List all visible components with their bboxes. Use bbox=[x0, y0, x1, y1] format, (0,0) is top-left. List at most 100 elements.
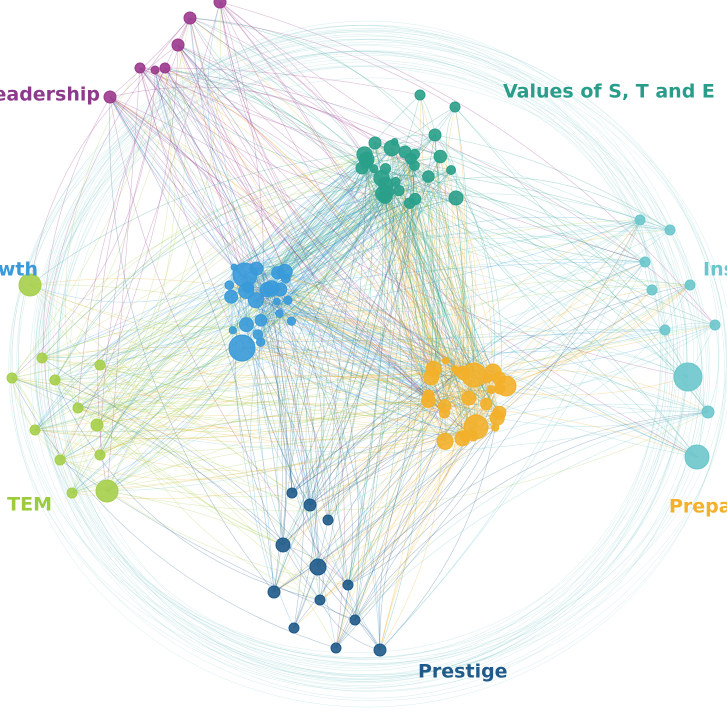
edge bbox=[440, 156, 502, 389]
edge bbox=[11, 377, 469, 421]
edge bbox=[279, 313, 709, 427]
edge bbox=[230, 296, 463, 439]
edge bbox=[77, 268, 257, 409]
edge bbox=[96, 351, 464, 426]
edge bbox=[11, 377, 356, 621]
preparation-label: Prepa bbox=[669, 496, 727, 518]
edge bbox=[309, 372, 464, 506]
node bbox=[330, 642, 342, 654]
edge bbox=[291, 373, 435, 494]
edge bbox=[276, 301, 435, 374]
edge bbox=[11, 67, 166, 379]
edge bbox=[154, 69, 246, 276]
edge bbox=[96, 424, 284, 546]
edge bbox=[347, 154, 415, 586]
edge bbox=[285, 278, 381, 651]
edge bbox=[276, 301, 429, 401]
edge bbox=[287, 219, 641, 301]
edge bbox=[54, 310, 689, 381]
edge bbox=[379, 427, 496, 651]
edge bbox=[505, 219, 641, 387]
edge bbox=[280, 202, 411, 290]
edge bbox=[234, 193, 671, 268]
edge bbox=[109, 86, 392, 149]
node bbox=[247, 292, 264, 309]
edge bbox=[96, 219, 641, 426]
edge bbox=[271, 288, 474, 437]
edge bbox=[59, 436, 474, 498]
edge bbox=[335, 370, 458, 649]
edge bbox=[385, 168, 671, 231]
edge bbox=[59, 347, 243, 461]
edge bbox=[473, 284, 691, 376]
edge bbox=[245, 290, 429, 401]
edge bbox=[309, 158, 412, 601]
edge bbox=[11, 368, 434, 405]
edge bbox=[244, 274, 698, 458]
edge bbox=[11, 355, 429, 396]
edge bbox=[279, 289, 322, 506]
edge bbox=[293, 519, 329, 629]
outer-arc bbox=[33, 51, 678, 654]
edge bbox=[285, 278, 445, 414]
edge bbox=[189, 17, 278, 273]
edge bbox=[154, 69, 445, 414]
edge bbox=[444, 405, 698, 458]
edge bbox=[77, 301, 278, 409]
edge bbox=[99, 364, 329, 521]
edge bbox=[189, 17, 441, 157]
edge bbox=[232, 330, 445, 407]
node bbox=[684, 279, 696, 291]
edge bbox=[285, 278, 470, 399]
edge bbox=[77, 261, 646, 409]
edge bbox=[11, 377, 337, 649]
edge bbox=[54, 287, 249, 381]
edge bbox=[244, 274, 311, 506]
edge bbox=[279, 313, 381, 651]
edge bbox=[255, 299, 429, 401]
edge bbox=[428, 284, 691, 396]
edge bbox=[291, 203, 411, 322]
edge bbox=[277, 278, 381, 651]
edge bbox=[106, 181, 396, 492]
edge bbox=[354, 154, 415, 621]
node bbox=[437, 399, 452, 413]
edge bbox=[414, 198, 646, 263]
edge bbox=[277, 219, 641, 292]
edge bbox=[246, 318, 488, 379]
edge bbox=[234, 169, 452, 268]
edge bbox=[285, 159, 367, 279]
edge bbox=[279, 313, 470, 399]
edge bbox=[189, 17, 457, 199]
edge bbox=[59, 397, 469, 461]
edge bbox=[409, 202, 496, 428]
edge bbox=[106, 184, 386, 492]
edge bbox=[106, 272, 279, 492]
edge bbox=[327, 162, 372, 521]
node bbox=[390, 176, 401, 187]
edge bbox=[319, 388, 500, 601]
edge bbox=[177, 44, 360, 621]
edge bbox=[41, 266, 235, 359]
edge bbox=[234, 266, 447, 361]
node bbox=[90, 418, 104, 432]
edge bbox=[11, 377, 445, 407]
edge bbox=[347, 203, 426, 586]
edge bbox=[189, 17, 386, 197]
edge bbox=[29, 284, 292, 328]
edge bbox=[256, 268, 293, 494]
edge bbox=[41, 357, 435, 385]
node bbox=[480, 397, 493, 411]
edge bbox=[414, 198, 716, 326]
edge bbox=[77, 407, 477, 440]
edge bbox=[139, 67, 441, 157]
edge bbox=[139, 67, 305, 629]
node bbox=[349, 614, 361, 626]
edge bbox=[99, 347, 243, 456]
edge bbox=[207, 1, 272, 289]
edge bbox=[257, 169, 452, 335]
edge bbox=[257, 94, 421, 335]
edge bbox=[291, 219, 641, 494]
edge bbox=[394, 141, 470, 399]
edge bbox=[255, 169, 452, 301]
